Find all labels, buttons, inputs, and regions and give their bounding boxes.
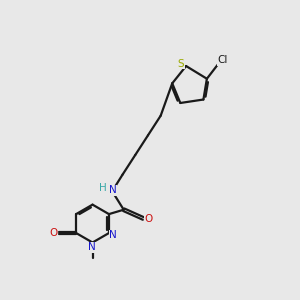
Text: Cl: Cl [218,55,228,65]
Text: N: N [88,242,96,252]
Text: H: H [99,184,106,194]
Text: O: O [50,228,58,238]
Text: O: O [144,214,153,224]
Text: N: N [109,185,116,195]
Text: N: N [109,230,117,240]
Text: S: S [178,59,184,69]
